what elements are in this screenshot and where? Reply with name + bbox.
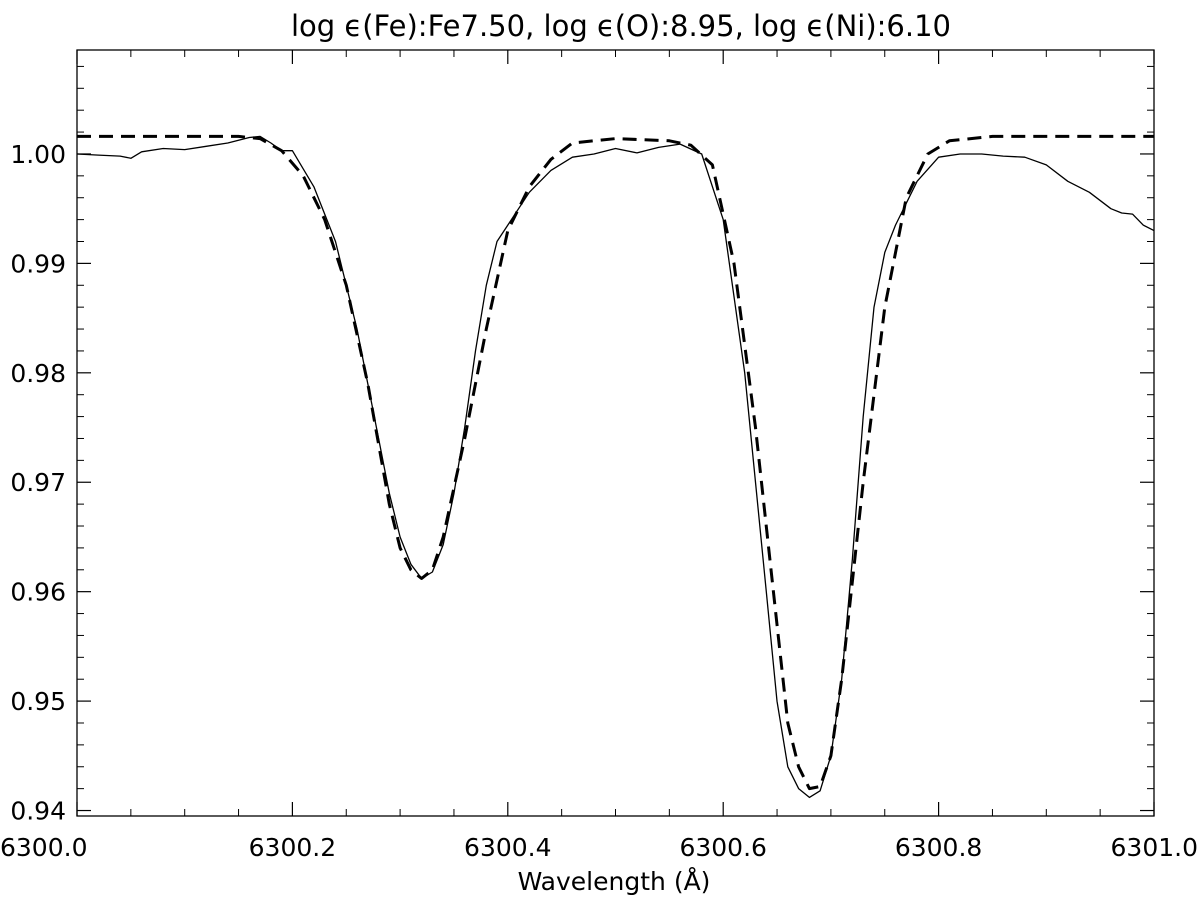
x-tick-label: 6300.6	[679, 833, 766, 862]
y-tick-label: 0.95	[10, 687, 66, 716]
model-spectrum-line	[77, 134, 1154, 791]
chart-title: log ϵ(Fe):Fe7.50, log ϵ(O):8.95, log ϵ(N…	[291, 9, 951, 43]
y-tick-label: 0.98	[10, 359, 66, 388]
plot-lines	[76, 134, 1155, 799]
y-tick-label: 1.00	[10, 140, 66, 169]
y-tick-label: 0.96	[10, 578, 66, 607]
x-tick-label: 6301.0	[1111, 833, 1198, 862]
y-tick-label: 0.94	[10, 797, 66, 826]
x-tick-label: 6300.8	[895, 833, 982, 862]
x-tick-label: 6300.2	[249, 833, 336, 862]
observed-spectrum-line	[76, 135, 1155, 799]
plot-frame	[76, 49, 1155, 817]
y-tick-label: 0.99	[10, 249, 66, 278]
x-tick-label: 6300.0	[0, 833, 87, 862]
tick-labels: 6300.0 6300.2 6300.4 6300.6 6300.8 6301.0 0.94…	[0, 140, 1198, 862]
y-tick-label: 0.97	[10, 468, 66, 497]
x-tick-label: 6300.4	[464, 833, 551, 862]
axis-ticks	[76, 50, 1155, 816]
x-axis-label: Wavelength (Å)	[518, 867, 711, 896]
